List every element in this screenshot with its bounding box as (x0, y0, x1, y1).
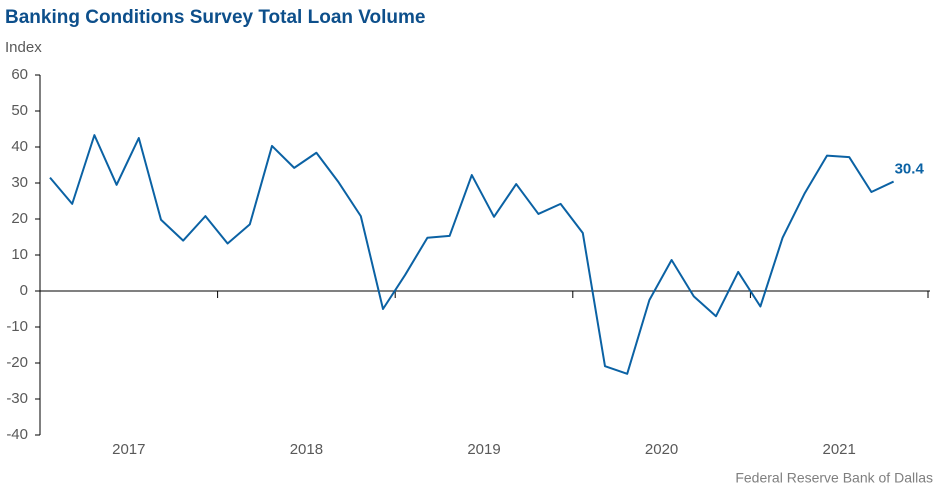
y-tick-label: -30 (6, 390, 28, 407)
y-tick-label: -20 (6, 354, 28, 371)
y-tick-label: 30 (11, 174, 28, 191)
x-tick-label: 2017 (112, 441, 145, 458)
data-label: 30.4 (895, 161, 925, 178)
y-tick-label: 40 (11, 138, 28, 155)
y-axis-label: Index (5, 39, 42, 56)
y-tick-label: -40 (6, 426, 28, 443)
chart-title: Banking Conditions Survey Total Loan Vol… (5, 7, 426, 28)
y-tick-label: 20 (11, 210, 28, 227)
x-tick-label: 2020 (645, 441, 678, 458)
y-tick-label: 0 (20, 282, 28, 299)
y-tick-label: 60 (11, 66, 28, 83)
source: Federal Reserve Bank of Dallas (735, 470, 933, 486)
x-tick-label: 2019 (467, 441, 500, 458)
y-tick-label: 10 (11, 246, 28, 263)
x-tick-label: 2018 (290, 441, 323, 458)
x-tick-label: 2021 (823, 441, 856, 458)
line-series (49, 134, 895, 375)
y-tick-label: -10 (6, 318, 28, 335)
y-tick-label: 50 (11, 102, 28, 119)
